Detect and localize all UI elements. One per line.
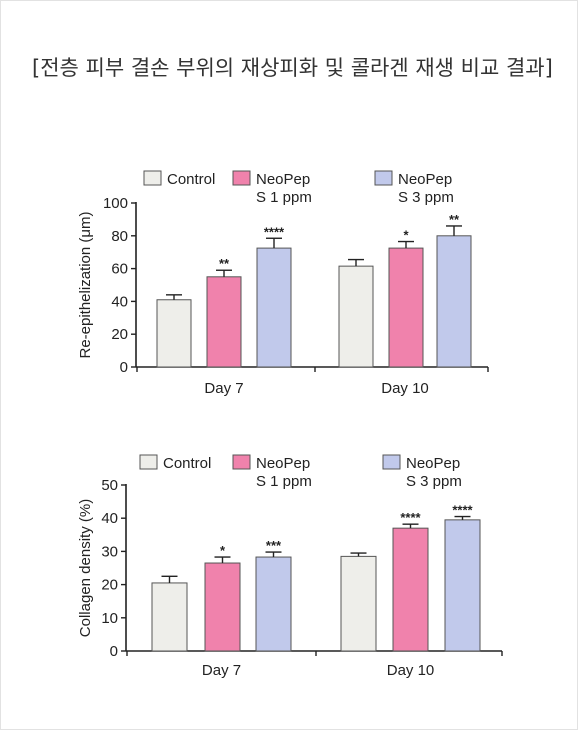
y-tick-label: 60 xyxy=(111,261,128,278)
legend-swatch xyxy=(232,454,251,470)
legend-label: Control xyxy=(163,455,211,472)
y-tick-label: 40 xyxy=(111,293,128,310)
bar xyxy=(436,235,472,368)
bar xyxy=(255,556,292,652)
y-tick-label: 50 xyxy=(101,477,118,494)
significance-marker: *** xyxy=(266,538,282,553)
significance-marker: ** xyxy=(219,256,230,271)
legend-label: Control xyxy=(167,171,215,188)
chart-1: 0 20 40 60 80 100 Re-epithelization (μm) Day 7 D… xyxy=(77,170,489,397)
x-category-label: Day 10 xyxy=(387,662,435,679)
y-axis-label: Re-epithelization (μm) xyxy=(77,211,94,358)
significance-marker: ** xyxy=(449,212,460,227)
y-tick-label: 100 xyxy=(103,195,128,212)
legend-swatch xyxy=(232,170,251,186)
legend-label: NeoPep S 3 ppm xyxy=(406,455,462,490)
significance-marker: * xyxy=(220,543,226,558)
bar xyxy=(256,247,292,368)
bar xyxy=(392,527,429,652)
y-tick-label: 20 xyxy=(111,326,128,343)
legend-swatch xyxy=(143,170,162,186)
x-category-label: Day 7 xyxy=(204,380,243,397)
significance-marker: **** xyxy=(264,224,285,239)
bar xyxy=(340,555,377,652)
bar xyxy=(444,519,481,652)
y-tick-label: 80 xyxy=(111,228,128,245)
significance-marker: **** xyxy=(400,510,421,525)
y-tick-label: 0 xyxy=(120,359,128,376)
bar xyxy=(151,582,188,652)
y-tick-label: 0 xyxy=(110,643,118,660)
bar xyxy=(388,247,424,368)
bar xyxy=(156,299,192,368)
y-tick-label: 20 xyxy=(101,577,118,594)
bar xyxy=(206,276,242,368)
legend-label: NeoPep S 1 ppm xyxy=(256,455,312,490)
x-category-label: Day 7 xyxy=(202,662,241,679)
significance-marker: * xyxy=(403,228,409,243)
legend-swatch xyxy=(374,170,393,186)
legend-label: NeoPep S 3 ppm xyxy=(398,171,454,206)
legend-swatch xyxy=(139,454,158,470)
y-axis-label: Collagen density (%) xyxy=(77,499,94,637)
legend-label: NeoPep S 1 ppm xyxy=(256,171,312,206)
x-category-label: Day 10 xyxy=(381,380,429,397)
figure-caption: [전층 피부 결손 부위의 재상피화 및 콜라겐 재생 비교 결과] xyxy=(32,56,553,80)
significance-marker: **** xyxy=(452,503,473,518)
bar xyxy=(338,265,374,368)
legend-swatch xyxy=(382,454,401,470)
y-tick-label: 40 xyxy=(101,510,118,527)
chart-2: 0 10 20 30 40 50 Collagen density (%) Day 7 Day … xyxy=(77,454,503,679)
y-tick-label: 30 xyxy=(101,543,118,560)
bar xyxy=(204,562,241,652)
y-tick-label: 10 xyxy=(101,610,118,627)
